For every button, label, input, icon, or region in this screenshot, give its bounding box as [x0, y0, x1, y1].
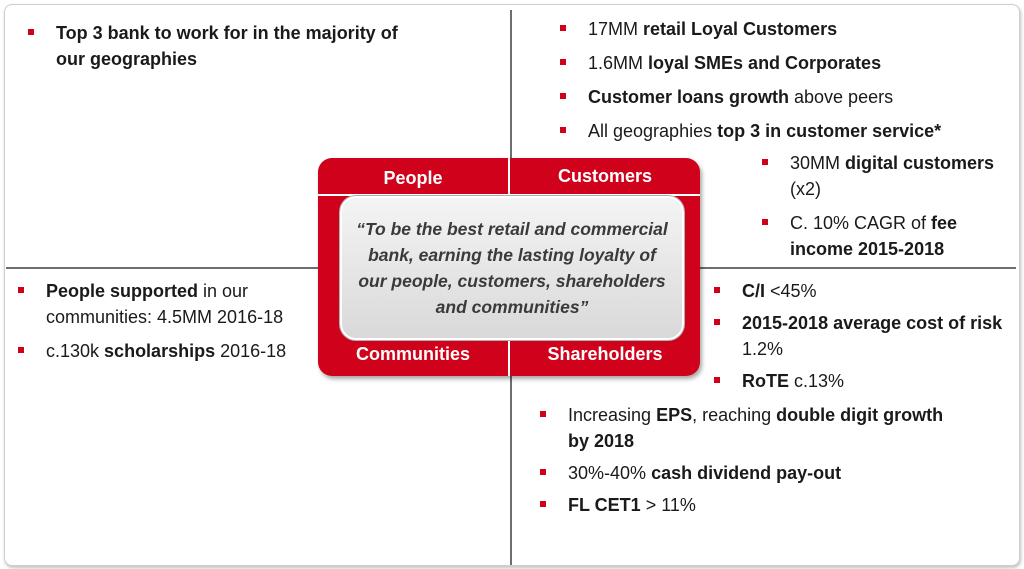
item-pre: 1.6MM	[588, 53, 649, 73]
item-post: in our communities: 4.5MM 2016-18	[46, 281, 284, 327]
item-bold: People supported	[46, 281, 199, 301]
item-pre: Increasing	[568, 405, 657, 425]
people-item-bold: Top 3 bank to work for in the majority o…	[56, 23, 398, 69]
item-pre: 30MM	[790, 153, 846, 173]
shareholders-item: 2015-2018 average cost of risk 1.2%	[712, 310, 1012, 362]
shareholders-item: 30%-40% cash dividend pay-out	[538, 460, 968, 486]
customers-item: All geographies top 3 in customer servic…	[558, 118, 1008, 144]
shareholders-list-lower: Increasing EPS, reaching double digit gr…	[538, 402, 968, 524]
item-bold: FL CET1	[568, 495, 641, 515]
customers-list: 17MM retail Loyal Customers 1.6MM loyal …	[558, 16, 1008, 152]
item-bold: RoTE	[742, 371, 789, 391]
item-pre: 30%-40%	[568, 463, 652, 483]
customers-item: C. 10% CAGR of fee income 2015-2018	[760, 210, 1000, 262]
customers-item: 17MM retail Loyal Customers	[558, 16, 1008, 42]
customers-item: Customer loans growth above peers	[558, 84, 1008, 110]
item-post: c.13%	[789, 371, 845, 391]
hub-label-customers: Customers	[557, 166, 653, 186]
communities-list: People supported in our communities: 4.5…	[16, 278, 336, 372]
customers-sublist: 30MM digital customers (x2) C. 10% CAGR …	[760, 150, 1000, 270]
hub-horizontal-divider	[318, 194, 700, 196]
shareholders-item: RoTE c.13%	[712, 368, 1012, 394]
item-bold: EPS	[656, 405, 693, 425]
item-post: > 11%	[640, 495, 696, 515]
item-bold: Customer loans growth	[588, 87, 790, 107]
item-bold: loyal SMEs and Corporates	[648, 53, 882, 73]
item-pre: 17MM	[588, 19, 644, 39]
item-bold-2: double digit growth by 2018	[568, 405, 944, 451]
shareholders-item: C/I <45%	[712, 278, 1012, 304]
item-bold: scholarships	[104, 341, 216, 361]
item-bold: retail Loyal Customers	[643, 19, 838, 39]
mission-quote-box: “To be the best retail and commercial ba…	[340, 196, 684, 340]
hub-label-people: People	[383, 168, 443, 188]
item-bold: top 3 in customer service*	[717, 121, 942, 141]
item-bold: cash dividend pay-out	[651, 463, 842, 483]
item-bold: fee income 2015-2018	[790, 213, 958, 259]
item-mid: , reaching	[692, 405, 777, 425]
item-pre: c.130k	[46, 341, 105, 361]
customers-item: 1.6MM loyal SMEs and Corporates	[558, 50, 1008, 76]
item-post: 2016-18	[215, 341, 287, 361]
item-pre: All geographies	[588, 121, 718, 141]
item-post: <45%	[765, 281, 817, 301]
item-post: above peers	[789, 87, 894, 107]
hub-label-communities: Communities	[355, 344, 470, 364]
item-bold: C/I	[742, 281, 766, 301]
people-item: Top 3 bank to work for in the majority o…	[26, 20, 426, 72]
shareholders-list: C/I <45% 2015-2018 average cost of risk …	[712, 278, 1012, 400]
communities-item: People supported in our communities: 4.5…	[16, 278, 336, 330]
shareholders-item: Increasing EPS, reaching double digit gr…	[538, 402, 968, 454]
shareholders-item: FL CET1 > 11%	[538, 492, 968, 518]
customers-item: 30MM digital customers (x2)	[760, 150, 1000, 202]
hub-label-shareholders: Shareholders	[547, 344, 663, 364]
people-list: Top 3 bank to work for in the majority o…	[26, 20, 426, 80]
item-bold: 2015-2018 average cost of risk	[742, 313, 1003, 333]
mission-quote: “To be the best retail and commercial ba…	[356, 219, 668, 317]
communities-item: c.130k scholarships 2016-18	[16, 338, 336, 364]
item-bold: digital customers	[845, 153, 995, 173]
item-post: 1.2%	[742, 339, 784, 359]
item-pre: C. 10% CAGR of	[790, 213, 932, 233]
item-post: (x2)	[790, 179, 821, 199]
